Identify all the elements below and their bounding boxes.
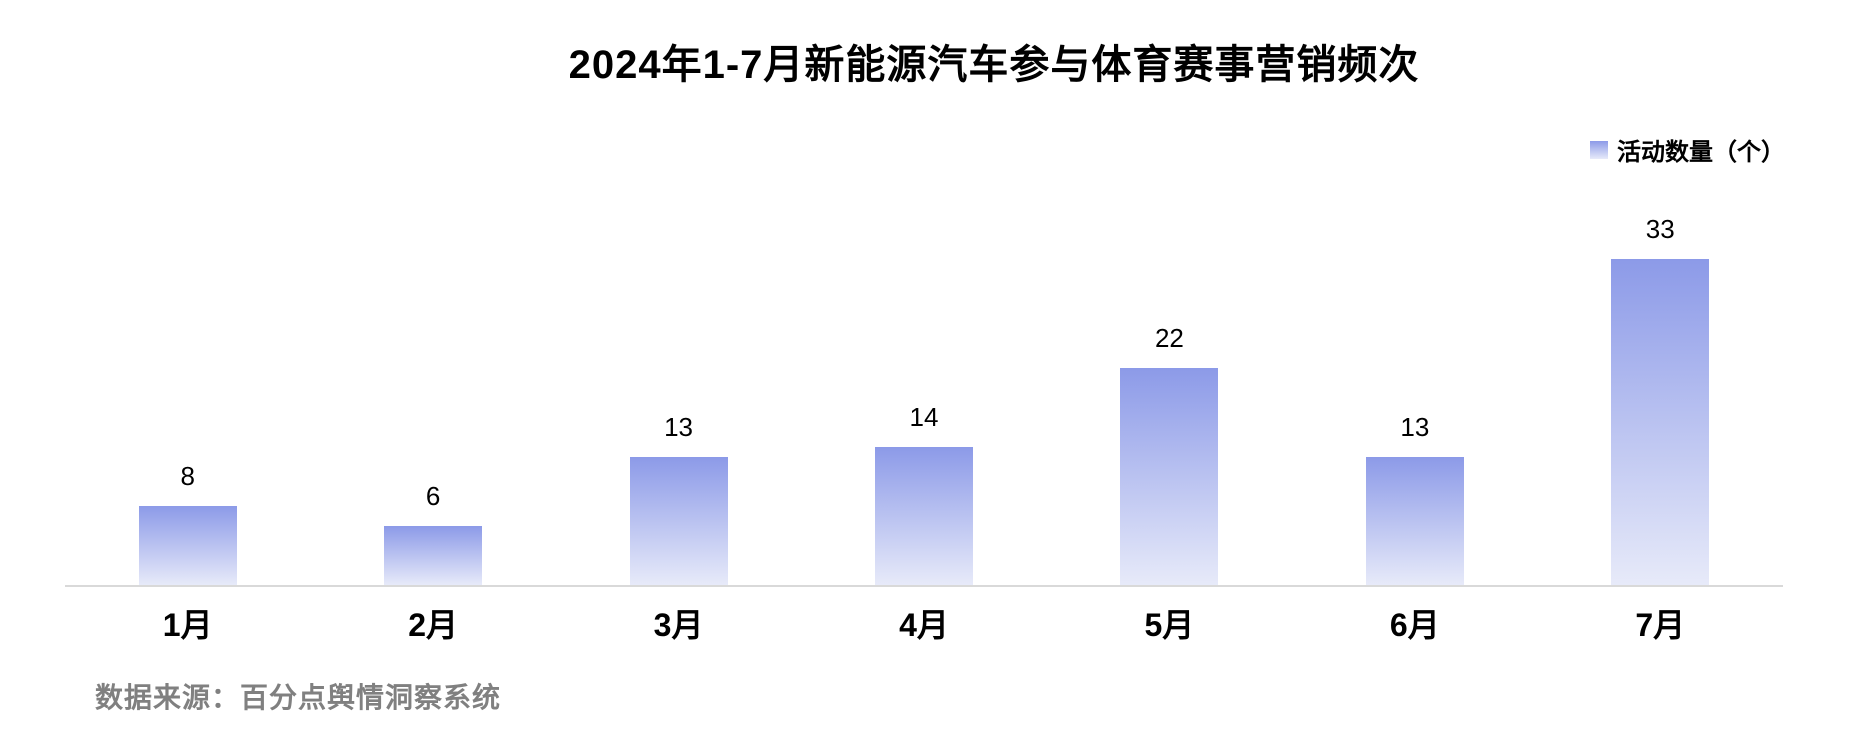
bar [138,506,237,585]
bar-series: 8 6 13 14 22 13 33 [65,167,1783,587]
bar-value-label: 33 [1645,214,1675,244]
bar [629,457,728,585]
x-axis: 1月 2月 3月 4月 5月 6月 7月 [65,587,1783,646]
x-axis-label: 1月 [162,607,213,643]
bar [384,526,483,585]
bar-slot-4: 14 [801,402,1046,585]
legend-label: 活动数量（个） [1617,139,1785,166]
bar [1120,368,1219,585]
source-note: 数据来源：百分点舆情洞察系统 [95,682,502,713]
bar [1611,259,1710,585]
bar [874,447,973,585]
bar-value-label: 8 [180,461,195,491]
x-axis-label: 4月 [899,607,949,643]
x-axis-label: 6月 [1389,607,1440,643]
bar-slot-6: 13 [1292,412,1537,585]
x-axis-label: 5月 [1144,607,1195,643]
chart-title: 2024年1-7月新能源汽车参与体育赛事营销频次 [568,43,1420,87]
x-axis-label: 7月 [1635,607,1686,643]
bar-value-label: 13 [664,412,694,442]
bar [1365,457,1464,585]
x-axis-label: 2月 [408,607,459,643]
bar-slot-5: 22 [1047,323,1292,585]
bar-value-label: 22 [1154,323,1184,353]
x-axis-label: 3月 [653,607,704,643]
legend-swatch-icon [1590,140,1608,159]
bar-value-label: 13 [1400,412,1430,442]
bar-value-label: 6 [425,481,441,511]
bar-slot-3: 13 [556,412,801,585]
plot-area: 8 6 13 14 22 13 33 1月 2月 3月 4月 5月 6月 7月 [65,167,1783,646]
bar-slot-7: 33 [1538,214,1783,585]
bar-slot-1: 8 [65,461,310,585]
legend: 活动数量（个） [1590,132,1785,167]
bar-value-label: 14 [909,402,939,432]
bar-slot-2: 6 [310,481,555,585]
